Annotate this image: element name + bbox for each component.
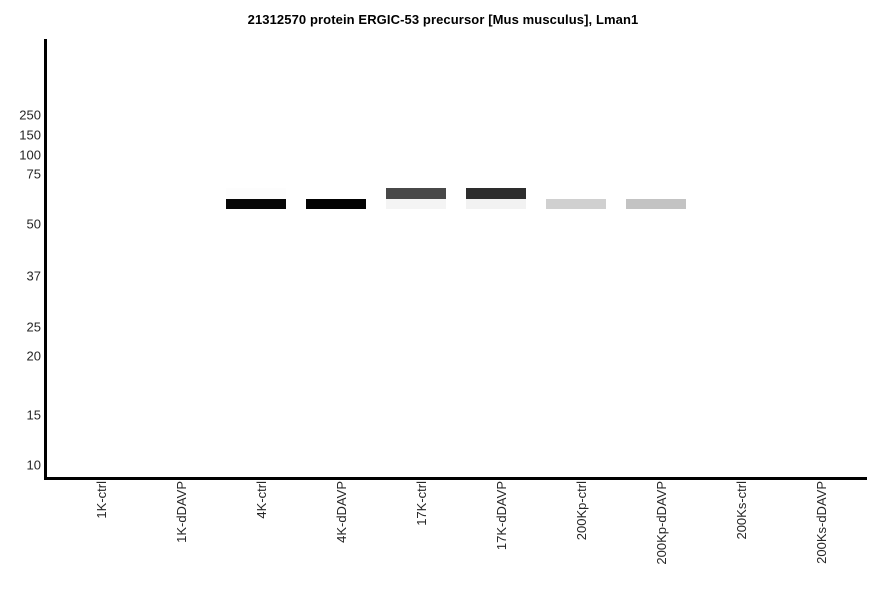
y-axis-tick-label: 37 [26,268,41,284]
x-axis-lane-label: 200Kp-ctrl [574,481,589,541]
y-axis-line [44,39,47,480]
y-axis-tick-label: 250 [19,107,41,123]
blot-band-segment [546,198,606,209]
x-axis-lane-label: 17K-ctrl [414,481,429,526]
blot-band-segment [386,198,446,209]
y-axis-tick-label: 75 [26,166,41,182]
x-axis-lane-label: 1K-ctrl [94,481,109,519]
x-axis-lane-label: 1K-dDAVP [174,481,189,543]
blot-band-segment [386,188,446,199]
x-axis-lane-label: 200Kp-dDAVP [654,481,669,565]
blot-band-segment [626,198,686,209]
blot-band-segment [226,198,286,209]
x-axis-lane-label: 200Ks-dDAVP [814,481,829,564]
y-axis-tick-label: 50 [26,216,41,232]
blot-band-segment [546,188,606,199]
x-axis-lane-label: 17K-dDAVP [494,481,509,551]
y-axis-tick-label: 10 [26,457,41,473]
blot-band-segment [226,188,286,199]
x-axis-line [44,477,867,480]
y-axis-tick-label: 100 [19,147,41,163]
chart-title: 21312570 protein ERGIC-53 precursor [Mus… [247,12,639,27]
y-axis-tick-label: 150 [19,127,41,143]
y-axis-tick-label: 15 [26,407,41,423]
blot-band-segment [306,198,366,209]
y-axis-tick-label: 20 [26,348,41,364]
blot-band-segment [466,198,526,209]
y-axis-tick-label: 25 [26,319,41,335]
blot-band-segment [626,188,686,199]
x-axis-lane-label: 4K-ctrl [254,481,269,519]
x-axis-lane-label: 200Ks-ctrl [734,481,749,540]
x-axis-lane-label: 4K-dDAVP [334,481,349,543]
blot-band-segment [466,188,526,199]
blot-band-segment [306,188,366,199]
